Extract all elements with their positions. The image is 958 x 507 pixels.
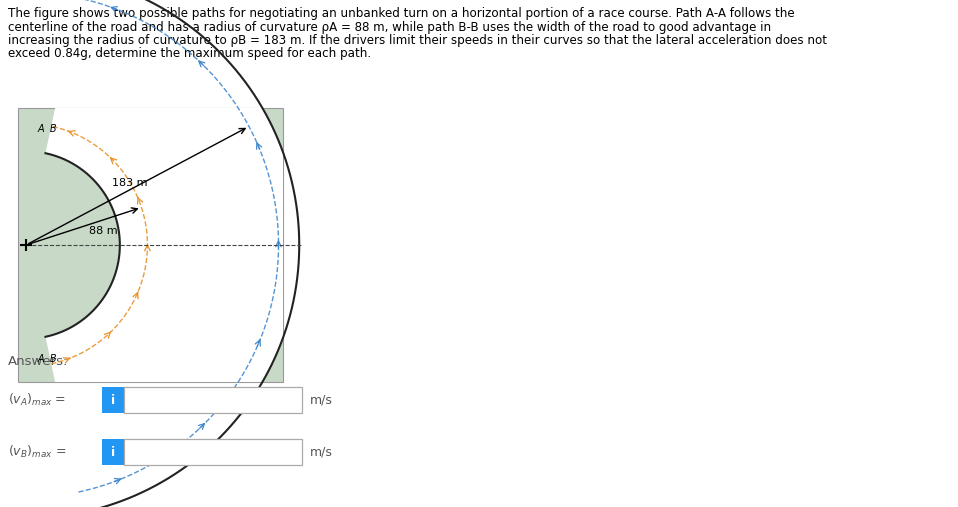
Text: centerline of the road and has a radius of curvature ρA = 88 m, while path B-B u: centerline of the road and has a radius … [8,20,771,33]
Text: Answers:: Answers: [8,355,68,368]
Text: 88 m: 88 m [89,227,118,236]
Text: A  B: A B [37,354,57,364]
Text: 183 m: 183 m [112,178,148,188]
Text: A  B: A B [37,124,57,134]
Text: increasing the radius of curvature to ρB = 183 m. If the drivers limit their spe: increasing the radius of curvature to ρB… [8,34,827,47]
Text: exceed 0.84g, determine the maximum speed for each path.: exceed 0.84g, determine the maximum spee… [8,48,371,60]
Text: i: i [111,393,115,407]
Text: m/s: m/s [310,446,332,458]
Bar [124,439,302,465]
Text: $(v_B)_{max}$ =: $(v_B)_{max}$ = [8,444,66,460]
Bar [18,108,283,382]
Text: $(v_A)_{max}$ =: $(v_A)_{max}$ = [8,392,66,408]
Text: m/s: m/s [310,393,332,407]
Bar [124,387,302,413]
Text: i: i [111,446,115,458]
Bar [102,439,124,465]
Bar [102,387,124,413]
Text: The figure shows two possible paths for negotiating an unbanked turn on a horizo: The figure shows two possible paths for … [8,7,794,20]
Polygon shape [46,0,299,507]
